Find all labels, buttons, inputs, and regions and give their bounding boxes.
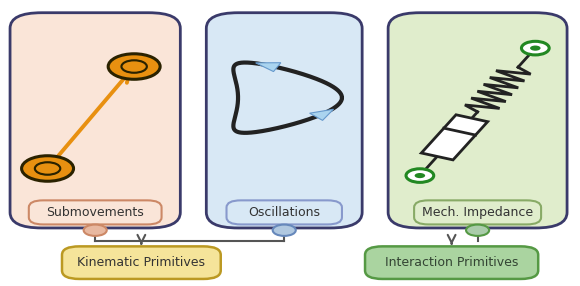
FancyBboxPatch shape xyxy=(206,13,362,228)
Circle shape xyxy=(415,173,425,178)
FancyBboxPatch shape xyxy=(414,200,541,225)
FancyBboxPatch shape xyxy=(29,200,162,225)
Circle shape xyxy=(35,162,60,175)
FancyBboxPatch shape xyxy=(365,246,538,279)
Circle shape xyxy=(406,169,434,182)
Circle shape xyxy=(273,225,296,236)
FancyBboxPatch shape xyxy=(388,13,567,228)
Text: Submovements: Submovements xyxy=(46,206,144,219)
Circle shape xyxy=(21,156,74,181)
Circle shape xyxy=(530,45,541,51)
Circle shape xyxy=(108,54,160,79)
Circle shape xyxy=(121,60,147,73)
Text: Mech. Impedance: Mech. Impedance xyxy=(422,206,533,219)
FancyBboxPatch shape xyxy=(10,13,180,228)
Text: Interaction Primitives: Interaction Primitives xyxy=(385,256,519,269)
Circle shape xyxy=(84,225,107,236)
Text: Kinematic Primitives: Kinematic Primitives xyxy=(77,256,205,269)
Circle shape xyxy=(521,41,549,55)
Polygon shape xyxy=(310,109,334,120)
Polygon shape xyxy=(421,115,488,160)
Circle shape xyxy=(466,225,489,236)
FancyBboxPatch shape xyxy=(62,246,221,279)
Polygon shape xyxy=(256,63,281,72)
Text: Oscillations: Oscillations xyxy=(248,206,320,219)
FancyBboxPatch shape xyxy=(227,200,342,225)
